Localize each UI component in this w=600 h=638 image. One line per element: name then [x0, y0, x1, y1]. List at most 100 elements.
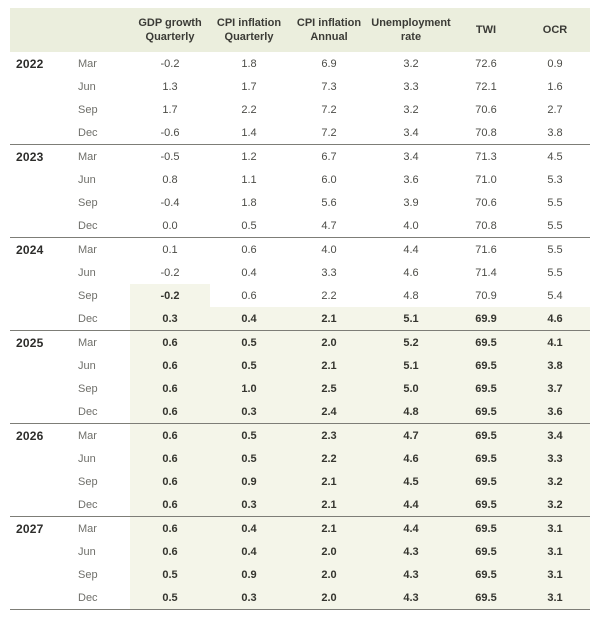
column-header-twi: TWI: [452, 8, 520, 52]
value-cell-ocr: 4.6: [520, 307, 590, 331]
value-cell-unemployment-rate: 4.3: [370, 586, 452, 610]
value-cell-gdp-growth-quarterly: 0.8: [162, 173, 178, 186]
value-cell-twi: 72.6: [475, 57, 497, 70]
value-cell-cpi-inflation-quarterly: 0.5: [210, 354, 288, 377]
value-cell-unemployment-rate: 3.2: [403, 57, 419, 70]
value-cell-cpi-inflation-quarterly: 0.3: [210, 586, 288, 610]
value-cell-cpi-inflation-annual: 2.4: [288, 400, 370, 424]
value-cell-gdp-growth-quarterly: 1.3: [162, 80, 178, 93]
quarter-cell: Sep: [78, 196, 98, 209]
value-cell-cpi-inflation-annual: 2.0: [288, 563, 370, 586]
value-cell-cpi-inflation-annual: 2.1: [288, 354, 370, 377]
value-cell-cpi-inflation-annual: 6.0: [321, 173, 337, 186]
value-cell-gdp-growth-quarterly: -0.2: [160, 266, 180, 279]
value-cell-twi: 70.6: [475, 196, 497, 209]
value-cell-gdp-growth-quarterly: -0.5: [130, 144, 210, 168]
quarter-cell: Dec: [68, 586, 130, 610]
value-cell-ocr: 3.1: [520, 563, 590, 586]
table-row-2026-jun: Jun 0.6 0.5 2.2 4.6 69.5 3.3: [10, 447, 590, 470]
table-body: 2022 Mar -0.2 1.8 6.9 3.2 72.6 0.9 Jun 1.3 1.7 7.3 3…: [10, 52, 590, 610]
value-cell-gdp-growth-quarterly: 0.6: [130, 423, 210, 447]
value-cell-cpi-inflation-quarterly: 0.3: [210, 493, 288, 517]
value-cell-cpi-inflation-quarterly: 0.5: [210, 447, 288, 470]
value-cell-unemployment-rate: 5.2: [370, 330, 452, 354]
year-cell: [10, 98, 68, 121]
value-cell-unemployment-rate: 5.1: [370, 307, 452, 331]
value-cell-cpi-inflation-annual: 2.0: [288, 586, 370, 610]
value-cell-gdp-growth-quarterly: -0.6: [160, 126, 180, 139]
table-row-2023-jun: Jun 0.8 1.1 6.0 3.6 71.0 5.3: [10, 168, 590, 191]
quarter-cell: Mar: [68, 330, 130, 354]
value-cell-ocr: 3.4: [520, 423, 590, 447]
value-cell-cpi-inflation-annual: 4.7: [321, 219, 337, 232]
value-cell-cpi-inflation-annual: 4.0: [288, 237, 370, 261]
year-cell: [10, 586, 68, 610]
value-cell-unemployment-rate: 5.1: [370, 354, 452, 377]
value-cell-unemployment-rate: 4.5: [370, 470, 452, 493]
value-cell-cpi-inflation-annual: 7.2: [321, 103, 337, 116]
value-cell-twi: 69.5: [452, 493, 520, 517]
quarter-cell: Dec: [78, 312, 98, 325]
table-row-2027-mar: 2027 Mar 0.6 0.4 2.1 4.4 69.5 3.1: [10, 516, 590, 540]
value-cell-unemployment-rate: 4.3: [370, 563, 452, 586]
value-cell-cpi-inflation-quarterly: 1.0: [210, 377, 288, 400]
value-cell-cpi-inflation-quarterly: 1.8: [241, 196, 257, 209]
column-header-label: Quarterly: [224, 31, 274, 43]
value-cell-twi: 70.6: [475, 103, 497, 116]
value-cell-unemployment-rate: 5.0: [370, 377, 452, 400]
quarter-cell: Dec: [78, 405, 98, 418]
quarter-cell: Jun: [78, 545, 96, 558]
value-cell-cpi-inflation-annual: 7.2: [321, 126, 337, 139]
year-cell: [10, 191, 68, 214]
quarter-cell: Sep: [78, 568, 98, 581]
value-cell-gdp-growth-quarterly: -0.4: [160, 196, 180, 209]
table-row-2025-sep: Sep 0.6 1.0 2.5 5.0 69.5 3.7: [10, 377, 590, 400]
value-cell-gdp-growth-quarterly: 0.1: [130, 237, 210, 261]
year-cell: 2023: [10, 144, 68, 168]
value-cell-gdp-growth-quarterly: 0.6: [130, 540, 210, 563]
table-row-2025-dec: Dec 0.6 0.3 2.4 4.8 69.5 3.6: [10, 400, 590, 424]
value-cell-ocr: 3.2: [520, 470, 590, 493]
quarter-cell: Sep: [78, 475, 98, 488]
value-cell-cpi-inflation-quarterly: 1.2: [210, 144, 288, 168]
value-cell-cpi-inflation-annual: 2.2: [288, 447, 370, 470]
column-header-label: Unemployment: [371, 16, 451, 29]
value-cell-gdp-growth-quarterly: 0.6: [130, 516, 210, 540]
table-row-2023-dec: Dec 0.0 0.5 4.7 4.0 70.8 5.5: [10, 214, 590, 238]
value-cell-ocr: 3.8: [547, 126, 563, 139]
value-cell-twi: 71.6: [452, 237, 520, 261]
quarter-cell: Jun: [78, 452, 96, 465]
value-cell-cpi-inflation-quarterly: 1.1: [241, 173, 257, 186]
value-cell-cpi-inflation-quarterly: 0.9: [210, 563, 288, 586]
value-cell-twi: 69.5: [452, 447, 520, 470]
value-cell-unemployment-rate: 4.4: [370, 237, 452, 261]
column-header-label: CPI inflation: [216, 16, 282, 29]
year-cell: [10, 75, 68, 98]
table-row-2023-mar: 2023 Mar -0.5 1.2 6.7 3.4 71.3 4.5: [10, 144, 590, 168]
value-cell-twi: 69.5: [452, 516, 520, 540]
column-header-label: TWI: [475, 23, 497, 36]
table-row-2022-mar: 2022 Mar -0.2 1.8 6.9 3.2 72.6 0.9: [10, 52, 590, 75]
value-cell-unemployment-rate: 4.3: [370, 540, 452, 563]
value-cell-ocr: 4.1: [520, 330, 590, 354]
value-cell-cpi-inflation-quarterly: 1.4: [241, 126, 257, 139]
value-cell-twi: 72.1: [475, 80, 497, 93]
value-cell-ocr: 1.6: [547, 80, 563, 93]
table-row-2027-sep: Sep 0.5 0.9 2.0 4.3 69.5 3.1: [10, 563, 590, 586]
value-cell-twi: 69.5: [452, 400, 520, 424]
table-row-2024-sep: Sep -0.2 0.6 2.2 4.8 70.9 5.4: [10, 284, 590, 307]
value-cell-cpi-inflation-quarterly: 0.6: [241, 289, 257, 302]
value-cell-twi: 69.5: [452, 540, 520, 563]
value-cell-ocr: 3.1: [520, 540, 590, 563]
value-cell-cpi-inflation-annual: 3.3: [321, 266, 337, 279]
quarter-cell: Sep: [78, 382, 98, 395]
value-cell-ocr: 3.2: [520, 493, 590, 517]
value-cell-ocr: 0.9: [547, 57, 563, 70]
value-cell-cpi-inflation-quarterly: 0.5: [241, 219, 257, 232]
header-row: GDP growth Quarterly CPI inflation Quarterl…: [10, 8, 590, 52]
value-cell-cpi-inflation-annual: 2.3: [288, 423, 370, 447]
value-cell-unemployment-rate: 4.8: [403, 289, 419, 302]
value-cell-gdp-growth-quarterly: 0.0: [162, 219, 178, 232]
value-cell-cpi-inflation-annual: 2.1: [288, 307, 370, 331]
table-row-2023-sep: Sep -0.4 1.8 5.6 3.9 70.6 5.5: [10, 191, 590, 214]
